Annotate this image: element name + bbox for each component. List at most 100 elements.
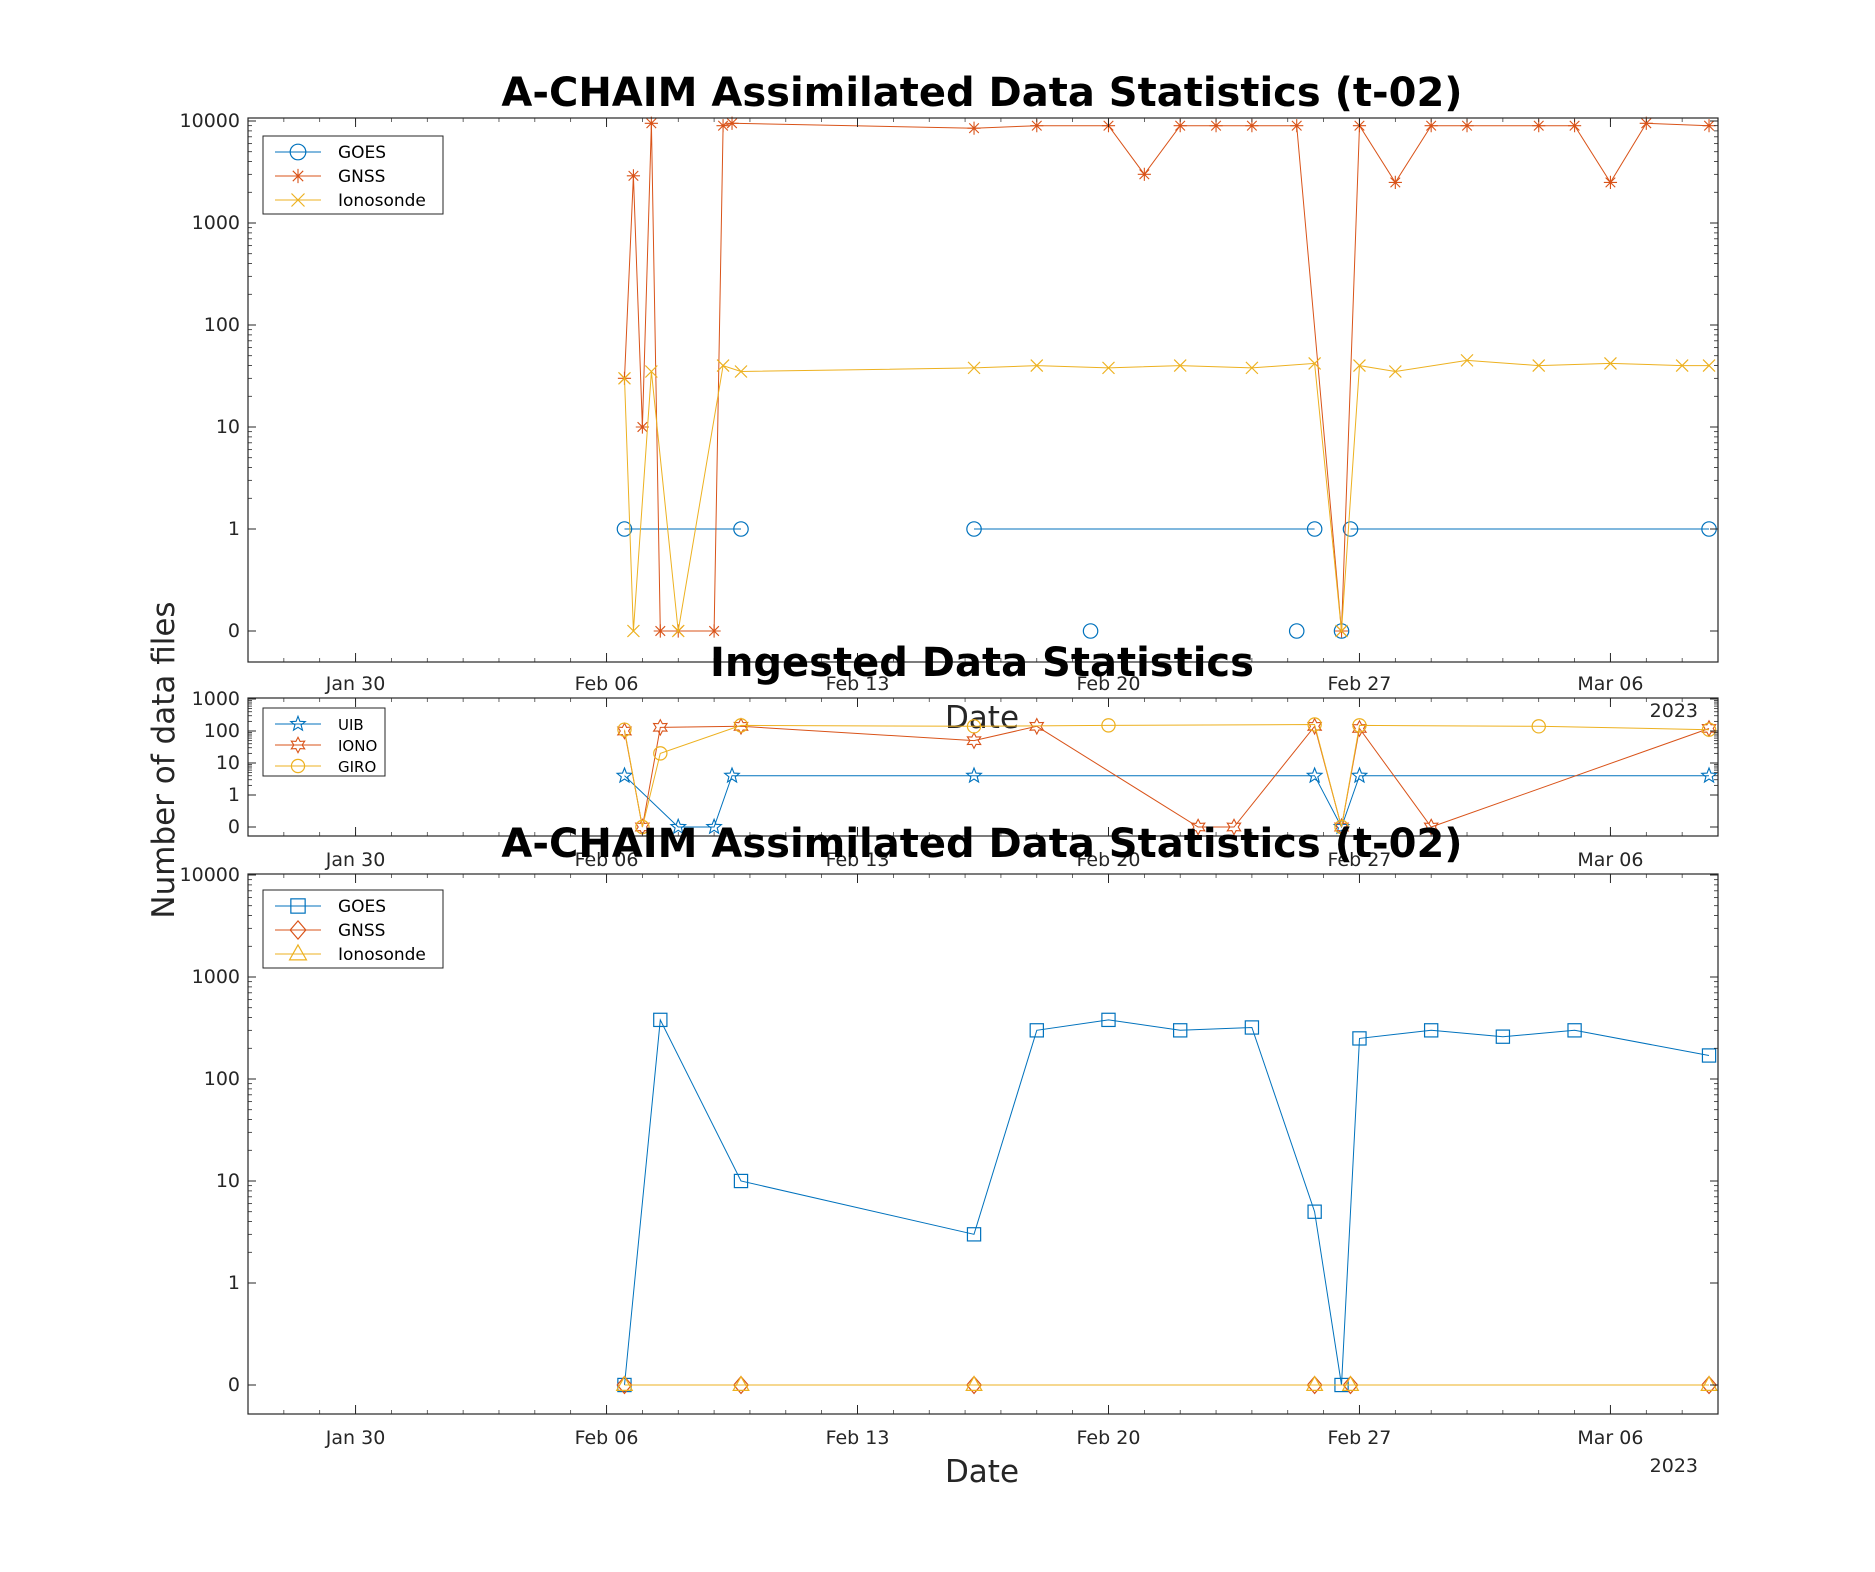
legend-marker — [290, 758, 306, 774]
data-point-ionosonde — [1388, 365, 1402, 378]
data-point-goes — [1101, 1012, 1116, 1028]
data-point-goes — [1423, 1023, 1439, 1038]
legend-label: GIRO — [338, 758, 376, 776]
data-point-uib — [723, 766, 741, 784]
ticks-ingested: 0 1 10 100 1000 Jan 30 Feb 06 Feb 13 Feb 20 Feb 2… — [192, 688, 1719, 871]
x-tick-label: Feb 20 — [1077, 1427, 1141, 1449]
data-point-gnss — [1137, 167, 1151, 181]
legend-marker — [288, 943, 308, 961]
data-point-uib — [1350, 766, 1369, 784]
data-point-uib — [615, 766, 634, 784]
y-tick-label: 100 — [204, 720, 240, 742]
data-point-gnss — [1424, 119, 1438, 133]
data-point-ionosonde — [671, 624, 685, 638]
y-tick-label: 1000 — [192, 966, 240, 988]
data-point-ionosonde — [1308, 357, 1322, 370]
data-point-ionosonde — [1341, 1375, 1360, 1392]
panel-assimilated-top: 0 1 10 100 1000 10000 Jan 30 Feb 06 Feb 13 Feb 20… — [180, 70, 1719, 736]
legend-label: GOES — [338, 143, 386, 163]
data-point-gnss — [716, 119, 730, 133]
legend-item-giro: GIRO — [275, 758, 376, 776]
data-point-ionosonde — [618, 371, 631, 385]
y-tick-label: 10 — [216, 1170, 240, 1192]
series-ionosonde — [618, 353, 1716, 638]
legend-label: Ionosonde — [338, 191, 426, 211]
data-point-gnss — [635, 420, 649, 434]
ticks-top: 0 1 10 100 1000 10000 Jan 30 Feb 06 Feb 13 Feb 20… — [180, 110, 1719, 695]
y-tick-label: 100 — [204, 314, 240, 336]
x-tick-label: Feb 27 — [1328, 673, 1392, 695]
chart-title-bottom: A-CHAIM Assimilated Data Statistics (t-0… — [501, 821, 1462, 867]
ticks-bottom: 0 1 10 100 1000 10000 Jan 30 Feb 06 Feb 13 Feb 20… — [180, 864, 1719, 1449]
legend-marker — [291, 193, 305, 207]
data-point-goes — [1495, 1029, 1511, 1044]
data-point-ionosonde — [967, 361, 981, 375]
data-point-uib — [705, 817, 723, 835]
y-tick-label: 1 — [228, 518, 240, 540]
legend-ingested: UIB IONO GIRO — [262, 707, 386, 777]
legend-label: GNSS — [338, 921, 385, 941]
x-tick-label: Feb 13 — [826, 849, 890, 871]
axes-frame-ingested — [247, 697, 1719, 837]
year-label-top: 2023 — [1650, 700, 1698, 722]
data-point-gnss — [1639, 116, 1653, 130]
legend-item-iono: IONO — [275, 736, 377, 755]
legend-label: UIB — [338, 716, 364, 734]
legend-marker — [289, 714, 307, 732]
plot-area-ingested — [615, 717, 1718, 836]
panel-ingested: 0 1 10 100 1000 Jan 30 Feb 06 Feb 13 Feb 20 Feb 2… — [192, 640, 1719, 871]
data-point-ionosonde — [965, 1375, 983, 1392]
legend-bottom: GOES GNSS Ionosonde — [262, 889, 444, 969]
data-point-goes — [966, 521, 982, 537]
y-tick-label: 0 — [228, 620, 240, 642]
data-point-ionosonde — [1604, 357, 1617, 370]
axes-frame-top — [247, 117, 1719, 663]
data-point-goes — [1172, 1023, 1188, 1038]
legend-item-gnss: GNSS — [275, 167, 385, 187]
data-point-gnss — [1532, 119, 1546, 133]
data-point-gnss — [1603, 175, 1618, 190]
data-point-giro — [1101, 718, 1116, 733]
data-point-giro — [733, 718, 749, 733]
series-line-ionosonde — [624, 359, 1709, 632]
data-point-ionosonde — [1702, 359, 1716, 373]
data-point-gnss — [1306, 1375, 1323, 1395]
data-point-goes — [1701, 1048, 1717, 1063]
series-ionosonde — [615, 1375, 1718, 1392]
data-point-ionosonde — [627, 624, 640, 638]
data-point-ionosonde — [716, 359, 730, 373]
chart-title-ingested: Ingested Data Statistics — [710, 640, 1254, 686]
legend-box — [262, 135, 444, 215]
series-line-goes — [624, 1018, 1710, 1386]
data-point-gnss — [1030, 119, 1044, 133]
chart-title-top: A-CHAIM Assimilated Data Statistics (t-0… — [501, 70, 1462, 116]
data-point-iono — [1190, 818, 1206, 836]
x-tick-label: Mar 06 — [1577, 673, 1643, 695]
x-axis-label-top: Date — [945, 700, 1019, 736]
data-point-gnss — [1702, 119, 1716, 133]
data-point-gnss — [1245, 119, 1259, 133]
y-tick-label: 10000 — [180, 864, 240, 886]
series-line-iono — [624, 725, 1710, 828]
data-point-goes — [1352, 1031, 1367, 1046]
data-point-goes — [733, 521, 749, 537]
data-point-ionosonde — [1675, 359, 1689, 373]
data-point-giro — [1334, 819, 1349, 835]
plot-area-bottom — [615, 1012, 1718, 1395]
data-point-gnss — [967, 121, 981, 135]
data-point-gnss — [966, 1375, 983, 1395]
legend-label: IONO — [338, 737, 377, 755]
data-point-goes — [733, 1173, 749, 1189]
x-tick-label: Feb 13 — [826, 1427, 890, 1449]
x-tick-label: Jan 30 — [325, 673, 386, 695]
data-point-uib — [669, 817, 688, 835]
y-tick-label: 10000 — [180, 110, 240, 132]
data-point-goes — [1288, 623, 1305, 639]
panel-assimilated-bottom: 0 1 10 100 1000 10000 Jan 30 Feb 06 Feb 13 Feb 20… — [180, 821, 1719, 1490]
legend-marker — [290, 168, 306, 184]
x-tick-label: Feb 06 — [575, 1427, 639, 1449]
x-tick-label: Feb 27 — [1328, 1427, 1392, 1449]
legend-label: GNSS — [338, 167, 385, 187]
x-tick-label: Feb 27 — [1328, 849, 1392, 871]
